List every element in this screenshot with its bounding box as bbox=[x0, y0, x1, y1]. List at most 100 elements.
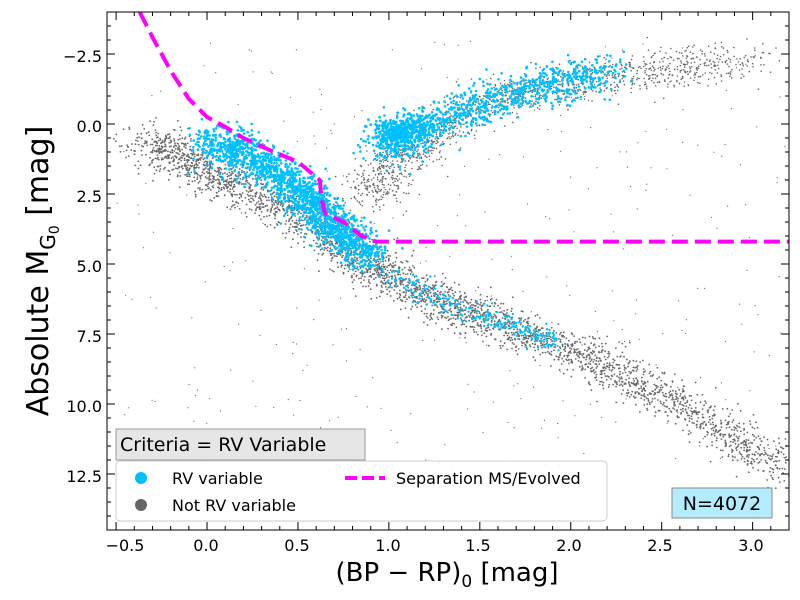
not-rv-variable-point bbox=[288, 230, 291, 233]
not-rv-variable-point bbox=[367, 285, 370, 287]
not-rv-variable-point bbox=[387, 264, 390, 267]
not-rv-variable-point bbox=[679, 401, 682, 403]
not-rv-variable-point bbox=[452, 292, 454, 295]
not-rv-variable-point bbox=[681, 390, 684, 393]
not-rv-variable-point bbox=[778, 468, 781, 470]
not-rv-variable-point bbox=[399, 280, 402, 283]
not-rv-variable-point bbox=[640, 387, 643, 390]
not-rv-variable-point bbox=[373, 184, 375, 187]
not-rv-variable-point bbox=[609, 84, 612, 86]
not-rv-variable-point bbox=[743, 75, 745, 78]
not-rv-variable-point bbox=[619, 378, 621, 380]
not-rv-variable-point bbox=[621, 351, 624, 354]
not-rv-variable-point bbox=[424, 155, 427, 157]
not-rv-variable-point bbox=[363, 179, 365, 181]
not-rv-variable-point bbox=[237, 205, 239, 207]
not-rv-variable-point bbox=[669, 394, 672, 397]
not-rv-variable-point bbox=[208, 172, 211, 175]
not-rv-variable-point bbox=[562, 70, 564, 72]
not-rv-variable-point bbox=[330, 129, 332, 132]
not-rv-variable-point bbox=[585, 355, 588, 357]
not-rv-variable-point bbox=[475, 331, 478, 333]
not-rv-variable-point bbox=[267, 196, 270, 199]
not-rv-variable-point bbox=[644, 370, 646, 373]
not-rv-variable-point bbox=[712, 429, 715, 432]
not-rv-variable-point bbox=[233, 185, 235, 188]
not-rv-variable-point bbox=[410, 413, 412, 415]
not-rv-variable-point bbox=[728, 65, 730, 68]
not-rv-variable-point bbox=[410, 183, 413, 186]
not-rv-variable-point bbox=[588, 61, 591, 64]
not-rv-variable-point bbox=[122, 128, 125, 131]
not-rv-variable-point bbox=[546, 276, 548, 278]
not-rv-variable-point bbox=[507, 101, 510, 104]
not-rv-variable-point bbox=[136, 140, 139, 143]
not-rv-variable-point bbox=[521, 342, 524, 344]
not-rv-variable-point bbox=[368, 174, 370, 177]
not-rv-variable-point bbox=[567, 84, 570, 87]
not-rv-variable-point bbox=[423, 312, 426, 315]
not-rv-variable-point bbox=[460, 298, 462, 301]
not-rv-variable-point bbox=[716, 72, 719, 74]
not-rv-variable-point bbox=[536, 340, 538, 342]
not-rv-variable-point bbox=[385, 177, 387, 180]
not-rv-variable-point bbox=[456, 127, 459, 130]
not-rv-variable-point bbox=[522, 320, 525, 323]
not-rv-variable-point bbox=[765, 461, 768, 464]
not-rv-variable-point bbox=[407, 184, 410, 187]
not-rv-variable-point bbox=[536, 314, 539, 316]
not-rv-variable-point bbox=[508, 90, 511, 92]
not-rv-variable-point bbox=[200, 191, 203, 194]
not-rv-variable-point bbox=[409, 157, 412, 160]
not-rv-variable-point bbox=[618, 364, 621, 366]
not-rv-variable-point bbox=[719, 449, 722, 452]
not-rv-variable-point bbox=[401, 160, 404, 163]
not-rv-variable-point bbox=[604, 342, 607, 345]
not-rv-variable-point bbox=[710, 216, 713, 218]
not-rv-variable-point bbox=[673, 373, 676, 376]
not-rv-variable-point bbox=[302, 224, 305, 227]
not-rv-variable-point bbox=[582, 93, 585, 96]
not-rv-variable-point bbox=[429, 159, 431, 161]
not-rv-variable-point bbox=[178, 134, 181, 137]
not-rv-variable-point bbox=[686, 60, 688, 62]
not-rv-variable-point bbox=[591, 366, 594, 369]
not-rv-variable-point bbox=[283, 209, 285, 212]
not-rv-variable-point bbox=[203, 172, 206, 175]
not-rv-variable-point bbox=[697, 417, 700, 419]
not-rv-variable-point bbox=[766, 479, 769, 481]
not-rv-variable-point bbox=[364, 184, 366, 186]
not-rv-variable-point bbox=[464, 336, 466, 339]
not-rv-variable-point bbox=[666, 168, 668, 170]
not-rv-variable-point bbox=[615, 382, 618, 385]
not-rv-variable-point bbox=[429, 318, 431, 321]
not-rv-variable-point bbox=[208, 171, 211, 174]
not-rv-variable-point bbox=[664, 392, 667, 395]
not-rv-variable-point bbox=[196, 178, 199, 181]
not-rv-variable-point bbox=[401, 299, 404, 302]
not-rv-variable-point bbox=[664, 80, 666, 82]
not-rv-variable-point bbox=[754, 55, 756, 57]
not-rv-variable-point bbox=[288, 220, 290, 223]
not-rv-variable-point bbox=[511, 334, 514, 336]
not-rv-variable-point bbox=[670, 385, 672, 388]
not-rv-variable-point bbox=[384, 286, 387, 288]
not-rv-variable-point bbox=[363, 177, 365, 179]
not-rv-variable-point bbox=[336, 242, 338, 245]
not-rv-variable-point bbox=[167, 150, 169, 153]
not-rv-variable-point bbox=[654, 388, 657, 391]
not-rv-variable-point bbox=[433, 140, 436, 143]
not-rv-variable-point bbox=[191, 317, 193, 319]
not-rv-variable-point bbox=[636, 391, 638, 393]
not-rv-variable-point bbox=[482, 432, 484, 434]
not-rv-variable-point bbox=[729, 75, 731, 77]
not-rv-variable-point bbox=[625, 392, 628, 394]
not-rv-variable-point bbox=[559, 338, 562, 341]
not-rv-variable-point bbox=[125, 294, 127, 296]
not-rv-variable-point bbox=[298, 222, 301, 225]
not-rv-variable-point bbox=[151, 399, 153, 401]
not-rv-variable-point bbox=[667, 86, 669, 88]
not-rv-variable-point bbox=[394, 194, 396, 197]
not-rv-variable-point bbox=[404, 170, 407, 172]
not-rv-variable-point bbox=[232, 190, 235, 193]
